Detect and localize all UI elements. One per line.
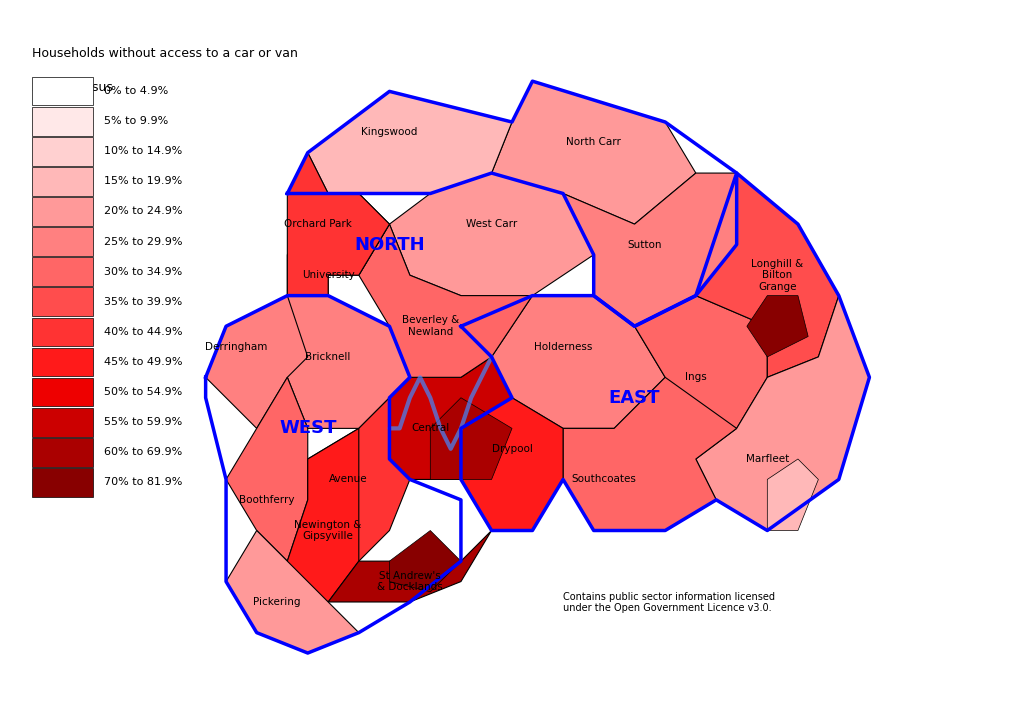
Text: Boothferry: Boothferry: [240, 495, 295, 505]
Text: Marfleet: Marfleet: [745, 454, 788, 464]
Polygon shape: [430, 397, 512, 479]
Text: Kingswood: Kingswood: [361, 127, 418, 138]
Text: Avenue: Avenue: [330, 474, 368, 484]
FancyBboxPatch shape: [32, 77, 93, 106]
Text: EAST: EAST: [609, 389, 660, 407]
Polygon shape: [288, 193, 389, 295]
Polygon shape: [461, 397, 563, 531]
Text: Derringham: Derringham: [205, 342, 267, 352]
FancyBboxPatch shape: [32, 257, 93, 286]
Polygon shape: [389, 531, 461, 592]
Text: Households without access to a car or van: Households without access to a car or va…: [32, 47, 298, 60]
Polygon shape: [492, 295, 666, 429]
Polygon shape: [492, 81, 696, 224]
Text: Longhill &
Bilton
Grange: Longhill & Bilton Grange: [752, 258, 804, 292]
Text: 2021 Census: 2021 Census: [32, 82, 113, 94]
Text: NORTH: NORTH: [354, 235, 425, 253]
Text: 60% to 69.9%: 60% to 69.9%: [103, 447, 182, 458]
Text: 50% to 54.9%: 50% to 54.9%: [103, 387, 182, 397]
Text: 15% to 19.9%: 15% to 19.9%: [103, 177, 182, 186]
Polygon shape: [288, 295, 410, 429]
Text: Holderness: Holderness: [534, 342, 592, 352]
FancyBboxPatch shape: [32, 348, 93, 376]
Polygon shape: [226, 531, 358, 653]
Text: 10% to 14.9%: 10% to 14.9%: [103, 146, 182, 156]
Polygon shape: [635, 295, 767, 459]
Text: Bricknell: Bricknell: [305, 352, 351, 362]
Polygon shape: [328, 531, 492, 602]
FancyBboxPatch shape: [32, 438, 93, 467]
Text: 25% to 29.9%: 25% to 29.9%: [103, 237, 182, 247]
FancyBboxPatch shape: [32, 408, 93, 437]
Text: 70% to 81.9%: 70% to 81.9%: [103, 477, 182, 487]
Polygon shape: [696, 173, 839, 377]
Polygon shape: [308, 397, 410, 561]
Text: Orchard Park: Orchard Park: [284, 219, 352, 229]
Text: West Carr: West Carr: [466, 219, 517, 229]
Text: 30% to 34.9%: 30% to 34.9%: [103, 266, 182, 277]
Text: Drypool: Drypool: [492, 444, 532, 454]
FancyBboxPatch shape: [32, 287, 93, 316]
Polygon shape: [746, 295, 808, 357]
FancyBboxPatch shape: [32, 318, 93, 346]
FancyBboxPatch shape: [32, 378, 93, 406]
Polygon shape: [389, 173, 594, 295]
Polygon shape: [226, 377, 308, 561]
Polygon shape: [288, 153, 389, 295]
Text: WEST: WEST: [279, 419, 337, 437]
Polygon shape: [767, 459, 818, 531]
Polygon shape: [358, 224, 532, 377]
Text: 40% to 44.9%: 40% to 44.9%: [103, 327, 182, 337]
Polygon shape: [288, 429, 358, 602]
Polygon shape: [206, 295, 308, 429]
FancyBboxPatch shape: [32, 106, 93, 135]
Text: 0% to 4.9%: 0% to 4.9%: [103, 86, 168, 96]
FancyBboxPatch shape: [32, 227, 93, 256]
Polygon shape: [308, 91, 512, 193]
FancyBboxPatch shape: [32, 197, 93, 226]
Text: St Andrew's
& Docklands: St Andrew's & Docklands: [377, 571, 442, 592]
Polygon shape: [696, 295, 869, 531]
Text: Central: Central: [412, 424, 450, 434]
FancyBboxPatch shape: [32, 468, 93, 497]
Text: Newington &
Gipsyville: Newington & Gipsyville: [295, 520, 361, 542]
Polygon shape: [389, 357, 512, 479]
FancyBboxPatch shape: [32, 137, 93, 166]
Text: 35% to 39.9%: 35% to 39.9%: [103, 297, 182, 307]
Text: 20% to 24.9%: 20% to 24.9%: [103, 206, 182, 216]
Text: Beverley &
Newland: Beverley & Newland: [401, 316, 459, 337]
Text: 45% to 49.9%: 45% to 49.9%: [103, 357, 182, 367]
FancyBboxPatch shape: [32, 167, 93, 195]
Text: Sutton: Sutton: [628, 240, 662, 250]
Polygon shape: [563, 173, 736, 327]
Polygon shape: [563, 377, 736, 531]
Text: 55% to 59.9%: 55% to 59.9%: [103, 417, 182, 427]
Text: University: University: [302, 270, 354, 280]
Text: Southcoates: Southcoates: [571, 474, 636, 484]
Text: Contains public sector information licensed
under the Open Government Licence v3: Contains public sector information licen…: [563, 592, 775, 613]
Text: 5% to 9.9%: 5% to 9.9%: [103, 116, 168, 126]
Text: Pickering: Pickering: [253, 597, 301, 607]
Text: North Carr: North Carr: [566, 138, 622, 148]
Text: Ings: Ings: [685, 372, 707, 382]
